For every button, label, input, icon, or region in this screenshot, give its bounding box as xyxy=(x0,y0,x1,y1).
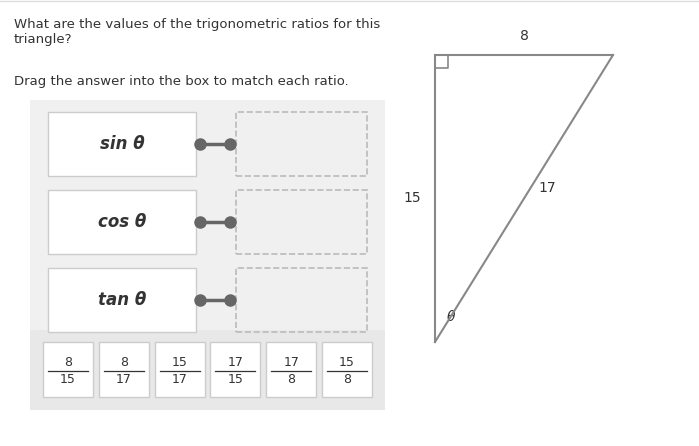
Text: What are the values of the trigonometric ratios for this: What are the values of the trigonometric… xyxy=(14,18,380,31)
Bar xyxy=(48,268,196,332)
Text: 8: 8 xyxy=(343,373,351,386)
Bar xyxy=(236,112,367,176)
Bar xyxy=(48,112,196,176)
Bar xyxy=(48,190,196,254)
Text: 8: 8 xyxy=(287,373,295,386)
Text: triangle?: triangle? xyxy=(14,33,73,46)
Polygon shape xyxy=(169,316,189,330)
Bar xyxy=(236,268,367,332)
Text: 15: 15 xyxy=(60,373,76,386)
Bar xyxy=(322,342,372,397)
Text: 15: 15 xyxy=(403,191,421,206)
Bar xyxy=(30,330,385,410)
Text: 8: 8 xyxy=(120,356,128,369)
Text: cos θ: cos θ xyxy=(98,213,146,231)
Bar xyxy=(43,342,93,397)
Text: tan θ: tan θ xyxy=(98,291,146,309)
Bar xyxy=(99,342,149,397)
Text: 17: 17 xyxy=(116,373,131,386)
Text: θ: θ xyxy=(447,310,456,324)
Text: 15: 15 xyxy=(172,356,187,369)
Bar xyxy=(236,190,367,254)
Bar xyxy=(30,100,385,410)
Text: 17: 17 xyxy=(227,356,243,369)
Text: 15: 15 xyxy=(339,356,355,369)
Text: sin θ: sin θ xyxy=(100,135,144,153)
Text: Drag the answer into the box to match each ratio.: Drag the answer into the box to match ea… xyxy=(14,75,349,88)
Text: 8: 8 xyxy=(519,29,528,43)
Text: 15: 15 xyxy=(227,373,243,386)
Bar xyxy=(154,342,205,397)
Bar xyxy=(266,342,316,397)
Text: 17: 17 xyxy=(538,182,556,195)
Text: 17: 17 xyxy=(172,373,187,386)
Text: 17: 17 xyxy=(283,356,299,369)
Bar xyxy=(210,342,261,397)
Text: 8: 8 xyxy=(64,356,72,369)
